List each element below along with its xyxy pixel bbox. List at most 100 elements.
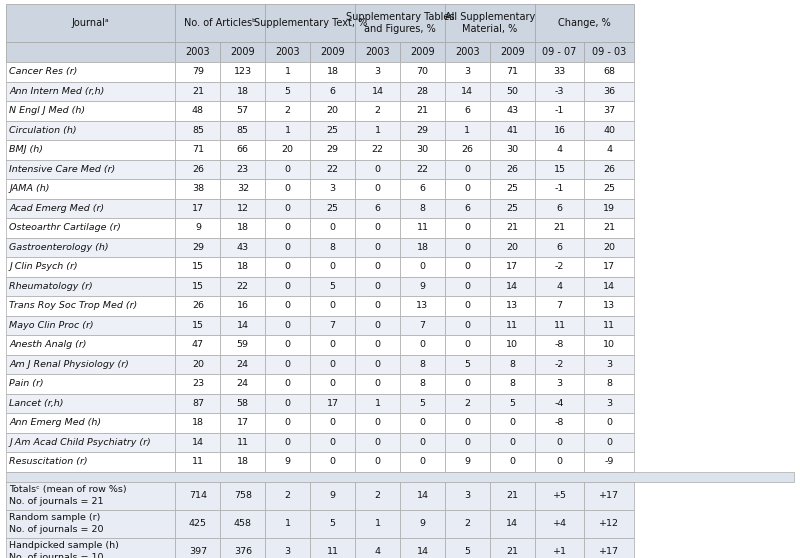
Bar <box>220 101 266 121</box>
Bar <box>310 238 355 257</box>
Bar <box>584 537 634 558</box>
Bar <box>400 81 445 101</box>
Text: 15: 15 <box>192 282 204 291</box>
Text: Osteoarthr Cartilage (r): Osteoarthr Cartilage (r) <box>9 223 121 232</box>
Bar <box>490 393 534 413</box>
Text: 85: 85 <box>192 126 204 134</box>
Text: 0: 0 <box>374 262 381 271</box>
Text: 21: 21 <box>506 223 518 232</box>
Bar <box>490 482 534 509</box>
Bar <box>400 218 445 238</box>
Text: 68: 68 <box>603 68 615 76</box>
Text: 20: 20 <box>282 145 294 154</box>
Bar <box>490 315 534 335</box>
Text: 758: 758 <box>234 491 252 500</box>
Text: 2003: 2003 <box>366 47 390 57</box>
Bar <box>220 257 266 277</box>
Text: 0: 0 <box>510 457 515 466</box>
Bar <box>584 218 634 238</box>
Text: -2: -2 <box>555 262 564 271</box>
Bar <box>584 482 634 509</box>
Text: 0: 0 <box>464 243 470 252</box>
Bar <box>266 354 310 374</box>
Bar <box>584 354 634 374</box>
Bar <box>310 413 355 432</box>
Text: 25: 25 <box>506 204 518 213</box>
Text: 2009: 2009 <box>230 47 255 57</box>
Text: J Am Acad Child Psychiatry (r): J Am Acad Child Psychiatry (r) <box>9 437 151 447</box>
Bar <box>445 42 490 62</box>
Text: 1: 1 <box>285 126 290 134</box>
Bar <box>445 199 490 218</box>
Bar <box>584 42 634 62</box>
Text: JAMA (h): JAMA (h) <box>9 184 50 193</box>
Text: 79: 79 <box>192 68 204 76</box>
Text: 58: 58 <box>237 399 249 408</box>
Text: 3: 3 <box>374 68 381 76</box>
Bar <box>6 472 794 482</box>
Text: 3: 3 <box>464 491 470 500</box>
Text: -3: -3 <box>555 86 564 96</box>
Bar <box>6 413 175 432</box>
Bar <box>220 335 266 354</box>
Text: 23: 23 <box>192 379 204 388</box>
Bar <box>584 335 634 354</box>
Bar <box>175 62 220 81</box>
Text: 43: 43 <box>237 243 249 252</box>
Bar <box>6 537 175 558</box>
Text: 18: 18 <box>192 418 204 427</box>
Bar <box>266 296 310 315</box>
Bar <box>266 101 310 121</box>
Bar <box>490 121 534 140</box>
Bar <box>400 62 445 81</box>
Text: 22: 22 <box>237 282 249 291</box>
Text: 24: 24 <box>237 360 249 369</box>
Bar <box>310 452 355 472</box>
Bar <box>175 432 220 452</box>
Text: 3: 3 <box>464 68 470 76</box>
Text: 0: 0 <box>330 340 336 349</box>
Bar <box>534 537 584 558</box>
Text: 6: 6 <box>374 204 381 213</box>
Text: 0: 0 <box>330 418 336 427</box>
Bar <box>355 296 400 315</box>
Text: 36: 36 <box>603 86 615 96</box>
Bar <box>534 393 584 413</box>
Text: 5: 5 <box>285 86 290 96</box>
Bar <box>266 413 310 432</box>
Bar <box>355 277 400 296</box>
Bar <box>220 62 266 81</box>
Text: 21: 21 <box>417 106 429 116</box>
Bar <box>220 393 266 413</box>
Text: 20: 20 <box>326 106 338 116</box>
Bar <box>310 160 355 179</box>
Bar <box>266 81 310 101</box>
Bar <box>266 509 310 537</box>
Bar <box>175 296 220 315</box>
Text: 18: 18 <box>237 223 249 232</box>
Bar <box>400 296 445 315</box>
Bar <box>584 509 634 537</box>
Bar <box>534 62 584 81</box>
Text: 2: 2 <box>374 491 381 500</box>
Bar <box>6 179 175 199</box>
Bar <box>310 42 355 62</box>
Bar <box>534 413 584 432</box>
Text: 0: 0 <box>464 321 470 330</box>
Text: 3: 3 <box>606 360 612 369</box>
Text: 14: 14 <box>371 86 383 96</box>
Bar <box>490 257 534 277</box>
Text: 0: 0 <box>285 262 290 271</box>
Text: 0: 0 <box>374 418 381 427</box>
Bar <box>355 315 400 335</box>
Bar <box>355 140 400 160</box>
Text: 25: 25 <box>326 204 338 213</box>
Text: 1: 1 <box>374 126 381 134</box>
Bar <box>584 199 634 218</box>
Bar <box>310 277 355 296</box>
Bar <box>310 315 355 335</box>
Bar <box>355 374 400 393</box>
Text: 0: 0 <box>464 223 470 232</box>
Text: N Engl J Med (h): N Engl J Med (h) <box>9 106 86 116</box>
Text: Lancet (r,h): Lancet (r,h) <box>9 399 64 408</box>
